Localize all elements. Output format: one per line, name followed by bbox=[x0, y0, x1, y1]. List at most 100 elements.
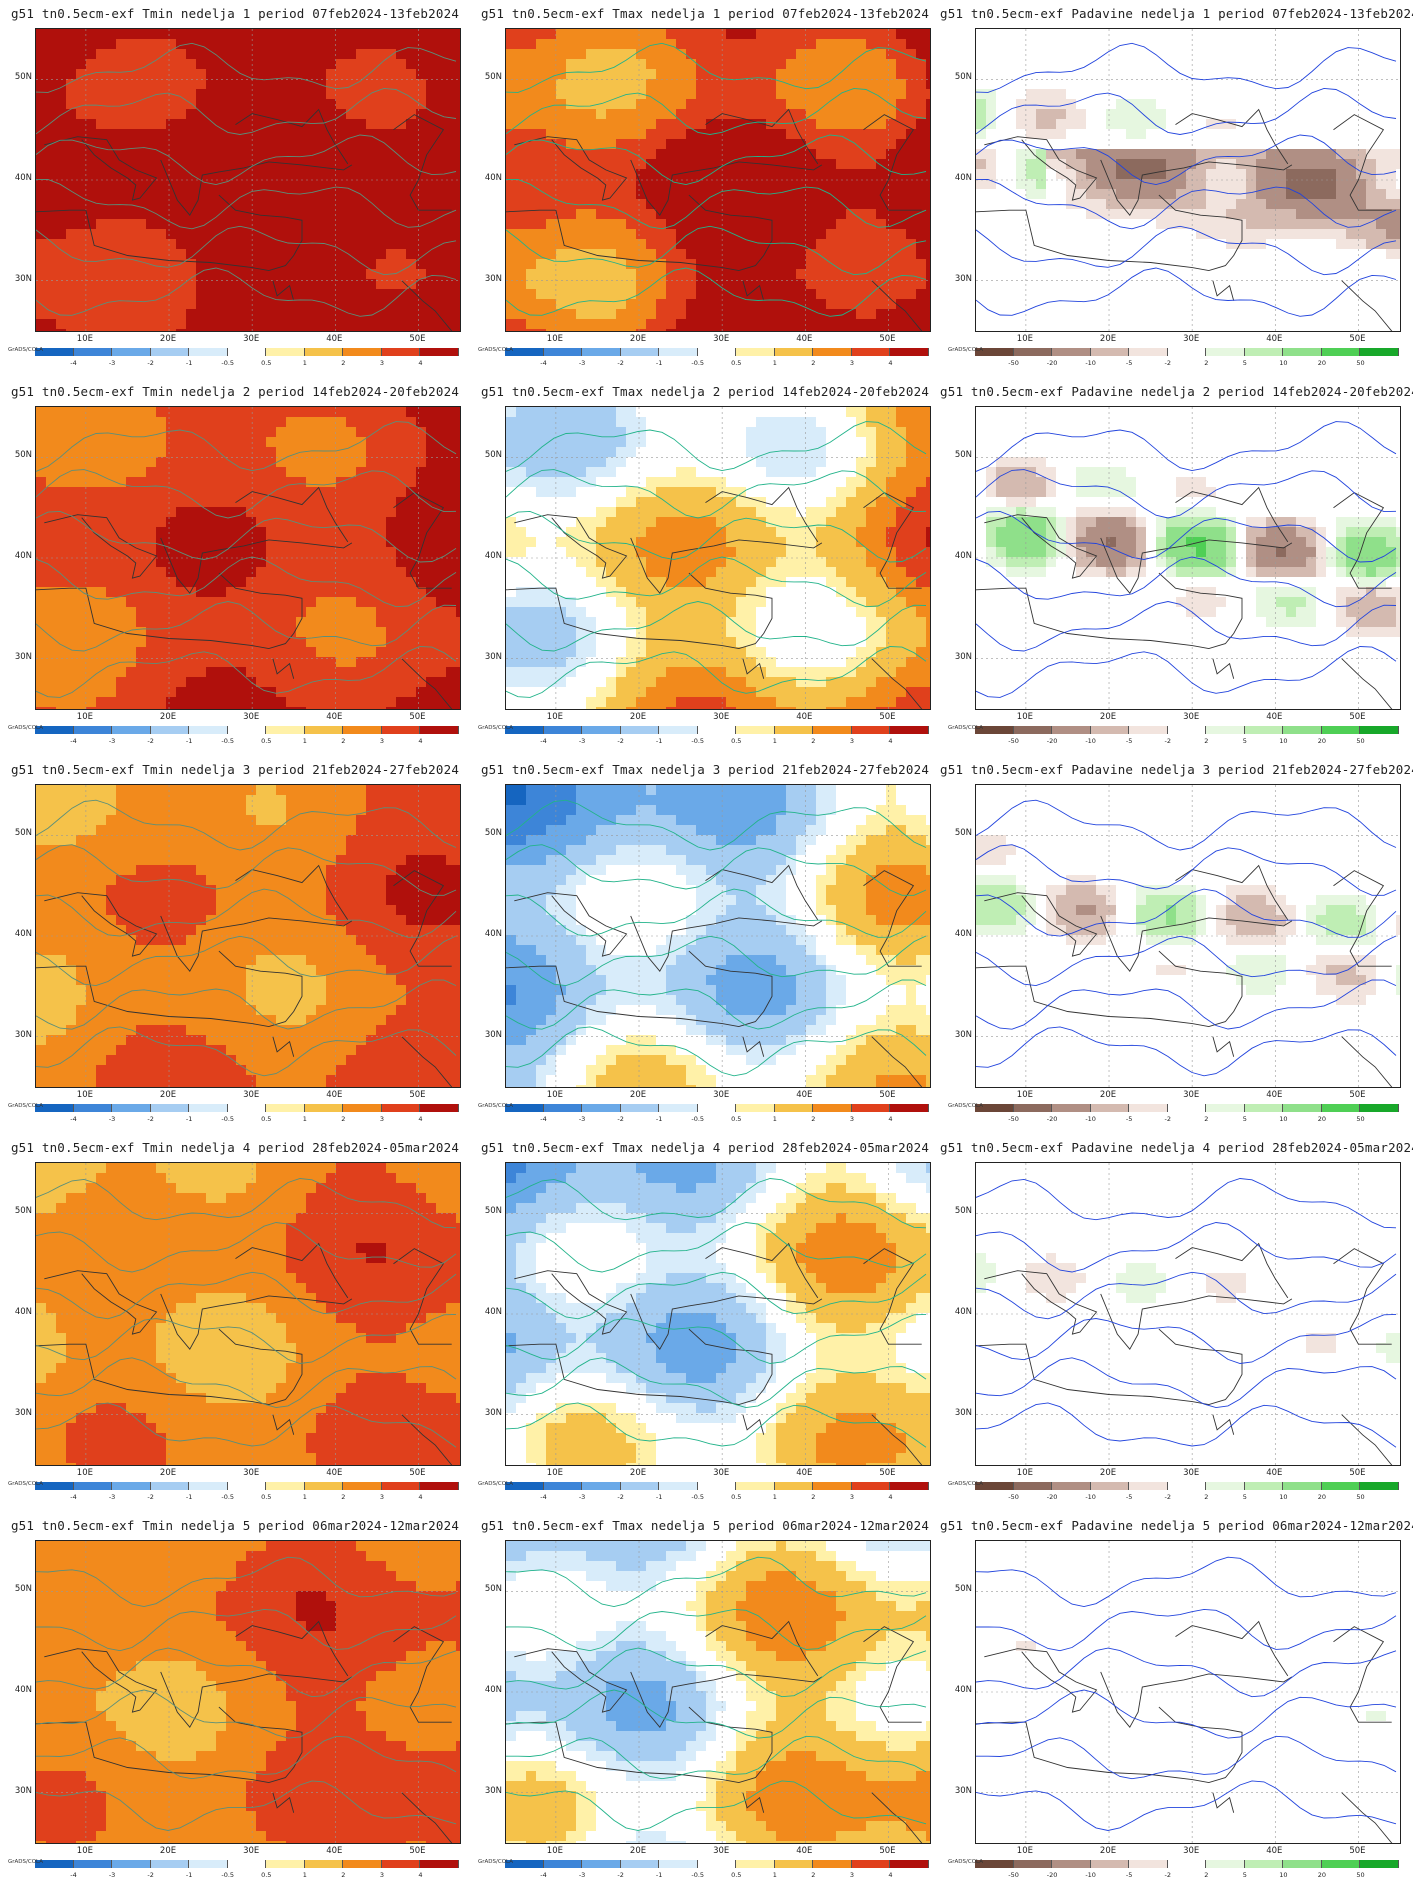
colorbar-swatch bbox=[851, 1860, 891, 1868]
lat-label: 40N bbox=[484, 1685, 502, 1695]
map-panel-tmax-week-4: g51 tn0.5ecm-exf Tmax nedelja 4 period 2… bbox=[470, 1134, 940, 1512]
grads-credit: GrADS/COLA bbox=[8, 347, 43, 353]
colorbar bbox=[35, 1104, 459, 1112]
map-panel-tmin-week-2: g51 tn0.5ecm-exf Tmin nedelja 2 period 1… bbox=[0, 378, 470, 756]
colorbar-label: -0.5 bbox=[221, 1115, 235, 1123]
panel-title: g51 tn0.5ecm-exf Tmin nedelja 2 period 1… bbox=[10, 384, 460, 399]
colorbar-label: -1 bbox=[655, 1493, 663, 1501]
lat-label: 40N bbox=[954, 173, 972, 183]
lon-label: 40E bbox=[796, 1846, 813, 1856]
colorbar bbox=[975, 348, 1399, 356]
lat-label: 50N bbox=[14, 828, 32, 839]
colorbar-swatch bbox=[343, 1860, 382, 1868]
lat-label: 30N bbox=[954, 651, 972, 662]
map-panel-padavine-week-1: g51 tn0.5ecm-exf Padavine nedelja 1 peri… bbox=[940, 0, 1413, 378]
lat-label: 40N bbox=[484, 1307, 502, 1317]
colorbar-label: -5 bbox=[1125, 1493, 1133, 1501]
colorbar-swatch bbox=[266, 1482, 305, 1490]
colorbar-label: -1 bbox=[655, 359, 663, 367]
colorbar-label: -4 bbox=[540, 1871, 547, 1879]
lon-label: 10E bbox=[76, 1090, 93, 1100]
lat-label: 50N bbox=[954, 828, 972, 839]
colorbar-label: 1 bbox=[302, 737, 307, 745]
lat-label: 30N bbox=[14, 1029, 32, 1040]
colorbar-label: 2 bbox=[1204, 737, 1209, 745]
colorbar bbox=[505, 1860, 929, 1868]
colorbar-label: 2 bbox=[811, 359, 816, 367]
colorbar-label: -5 bbox=[1125, 1871, 1133, 1879]
colorbar-swatch bbox=[890, 726, 929, 734]
colorbar-swatch bbox=[189, 348, 228, 356]
colorbar-swatch bbox=[1013, 1860, 1053, 1868]
colorbar-swatch bbox=[659, 1104, 698, 1112]
lat-label: 50N bbox=[484, 828, 502, 839]
lat-label: 30N bbox=[484, 1029, 502, 1040]
colorbar-label: 4 bbox=[888, 359, 893, 367]
lon-label: 10E bbox=[1016, 712, 1033, 722]
colorbar-label: -4 bbox=[540, 1115, 547, 1123]
colorbar-swatch bbox=[1206, 348, 1245, 356]
colorbar-label: -4 bbox=[70, 1115, 77, 1123]
colorbar-swatch bbox=[112, 726, 151, 734]
colorbar-swatch bbox=[505, 348, 544, 356]
colorbar-swatch bbox=[1206, 1104, 1245, 1112]
lat-label: 40N bbox=[484, 173, 502, 183]
lon-label: 20E bbox=[159, 334, 177, 344]
colorbar-swatch bbox=[1206, 1860, 1245, 1868]
colorbar-label: 3 bbox=[379, 1115, 384, 1123]
colorbar-swatch bbox=[851, 1104, 891, 1112]
colorbar-swatch bbox=[1052, 1860, 1091, 1868]
colorbar-label: -2 bbox=[147, 737, 154, 745]
colorbar-swatch bbox=[420, 726, 459, 734]
panel-title: g51 tn0.5ecm-exf Padavine nedelja 1 peri… bbox=[940, 6, 1413, 21]
colorbar-label: 20 bbox=[1317, 359, 1327, 367]
colorbar-swatch bbox=[890, 1860, 929, 1868]
lat-label: 30N bbox=[14, 273, 32, 284]
colorbar-swatch bbox=[112, 1104, 151, 1112]
lon-label: 40E bbox=[1266, 712, 1283, 722]
colorbar bbox=[35, 348, 459, 356]
lat-label: 40N bbox=[954, 1307, 972, 1317]
lon-label: 30E bbox=[1183, 1090, 1200, 1100]
colorbar-label: 2 bbox=[811, 1115, 816, 1123]
lon-label: 20E bbox=[629, 712, 647, 722]
colorbar-label: -1 bbox=[185, 1493, 193, 1501]
map-area bbox=[35, 28, 461, 332]
colorbar-swatch bbox=[304, 348, 344, 356]
colorbar-swatch bbox=[1167, 1860, 1207, 1868]
colorbar-swatch bbox=[1283, 348, 1322, 356]
colorbar-swatch bbox=[1360, 1860, 1399, 1868]
colorbar-swatch bbox=[73, 726, 113, 734]
colorbar-label: 4 bbox=[418, 359, 423, 367]
colorbar-label: -1 bbox=[655, 1871, 663, 1879]
colorbar-swatch bbox=[543, 726, 583, 734]
lon-label: 50E bbox=[409, 1090, 426, 1100]
colorbar-label: -1 bbox=[185, 359, 193, 367]
panel-title: g51 tn0.5ecm-exf Tmax nedelja 1 period 0… bbox=[480, 6, 930, 21]
colorbar-label: -2 bbox=[617, 1493, 624, 1501]
colorbar bbox=[975, 1860, 1399, 1868]
lon-label: 40E bbox=[326, 1090, 343, 1100]
colorbar-label: 5 bbox=[1242, 1871, 1247, 1879]
colorbar-swatch bbox=[227, 348, 267, 356]
colorbar-swatch bbox=[582, 726, 621, 734]
colorbar-swatch bbox=[620, 1860, 660, 1868]
colorbar-label: -2 bbox=[147, 1493, 154, 1501]
panel-title: g51 tn0.5ecm-exf Padavine nedelja 5 peri… bbox=[940, 1518, 1413, 1533]
colorbar bbox=[35, 726, 459, 734]
lon-label: 20E bbox=[1099, 334, 1117, 344]
colorbar-swatch bbox=[112, 1860, 151, 1868]
lat-label: 40N bbox=[484, 551, 502, 561]
colorbar-swatch bbox=[582, 1104, 621, 1112]
colorbar-swatch bbox=[975, 1482, 1014, 1490]
lon-label: 30E bbox=[713, 1090, 730, 1100]
lat-label: 50N bbox=[14, 1206, 32, 1217]
lon-label: 50E bbox=[1349, 1846, 1366, 1856]
colorbar-swatch bbox=[1360, 1482, 1399, 1490]
colorbar-swatch bbox=[227, 1482, 267, 1490]
colorbar-swatch bbox=[227, 1104, 267, 1112]
colorbar-swatch bbox=[659, 726, 698, 734]
panel-title: g51 tn0.5ecm-exf Tmin nedelja 1 period 0… bbox=[10, 6, 460, 21]
lat-label: 50N bbox=[954, 1206, 972, 1217]
colorbar-label: -0.5 bbox=[221, 1871, 235, 1879]
